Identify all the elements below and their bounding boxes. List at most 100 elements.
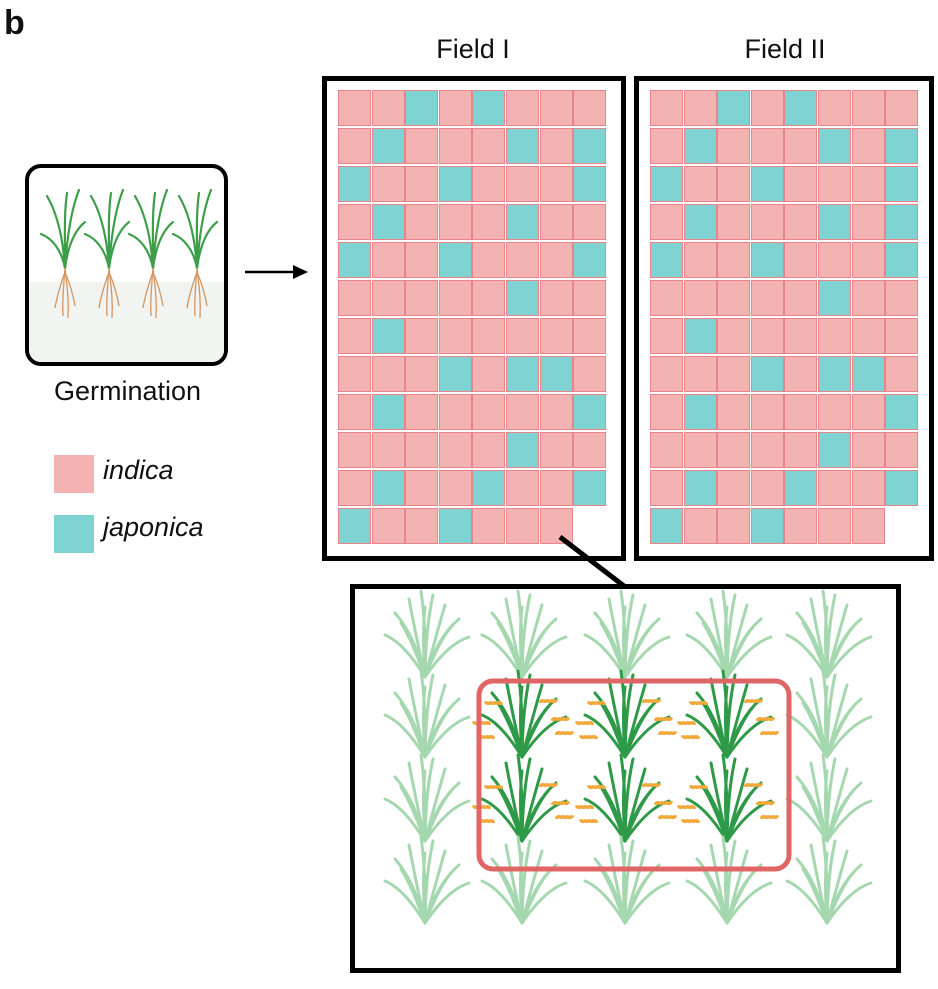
indica-plot-cell (683, 90, 717, 126)
indica-plot-cell (438, 204, 472, 240)
indica-plot-cell (371, 280, 405, 316)
indica-plot-cell (784, 128, 818, 164)
japonica-plot-cell (683, 128, 717, 164)
indica-plot-cell (650, 432, 683, 468)
seedling-icon (83, 188, 131, 319)
japonica-plot-cell (683, 470, 717, 506)
indica-plot-cell (472, 242, 506, 278)
indica-plot-cell (539, 470, 573, 506)
indica-plot-cell (539, 204, 573, 240)
legend-japonica-swatch (54, 515, 94, 553)
indica-plot-cell (338, 356, 371, 392)
japonica-plot-cell (338, 508, 371, 544)
indica-plot-cell (371, 242, 405, 278)
indica-plot-cell (539, 508, 573, 544)
indica-plot-cell (717, 204, 751, 240)
japonica-plot-cell (750, 356, 784, 392)
indica-plot-cell (405, 242, 439, 278)
indica-plot-cell (650, 280, 683, 316)
indica-plot-cell (717, 394, 751, 430)
zoom-connector-line (558, 535, 626, 588)
indica-plot-cell (750, 394, 784, 430)
indica-plot-cell (438, 90, 472, 126)
indica-plot-cell (650, 90, 683, 126)
indica-plot-cell (506, 394, 539, 430)
seedling-icon (171, 188, 219, 319)
indica-plot-cell (539, 394, 573, 430)
indica-plot-cell (717, 242, 751, 278)
japonica-plot-cell (717, 90, 751, 126)
indica-plot-cell (683, 356, 717, 392)
indica-plot-cell (885, 318, 919, 354)
indica-plot-cell (717, 318, 751, 354)
indica-plot-cell (506, 90, 539, 126)
focus-plant-icon (472, 669, 574, 759)
japonica-plot-cell (818, 204, 851, 240)
indica-plot-cell (851, 90, 885, 126)
focus-plant-icon (677, 753, 779, 843)
indica-plot-cell (371, 508, 405, 544)
indica-plot-cell (683, 280, 717, 316)
indica-plot-cell (650, 204, 683, 240)
field-2-plot (634, 76, 934, 561)
seedling-icon (39, 188, 87, 319)
indica-plot-cell (851, 242, 885, 278)
japonica-plot-cell (784, 470, 818, 506)
japonica-plot-cell (650, 166, 683, 202)
japonica-plot-cell (818, 280, 851, 316)
indica-plot-cell (573, 90, 607, 126)
japonica-plot-cell (784, 90, 818, 126)
indica-plot-cell (683, 432, 717, 468)
japonica-plot-cell (472, 470, 506, 506)
highlight-rectangle (476, 678, 792, 872)
japonica-plot-cell (506, 128, 539, 164)
indica-plot-cell (371, 90, 405, 126)
japonica-plot-cell (885, 204, 919, 240)
japonica-plot-cell (573, 242, 607, 278)
japonica-plot-cell (472, 90, 506, 126)
field-1-title: Field I (436, 34, 510, 64)
neighbor-plant-icon (685, 835, 773, 925)
indica-plot-cell (784, 356, 818, 392)
arrow-head-icon (293, 265, 308, 279)
indica-plot-cell (539, 280, 573, 316)
japonica-plot-cell (885, 128, 919, 164)
indica-plot-cell (717, 432, 751, 468)
indica-plot-cell (818, 242, 851, 278)
seedling-icon (127, 188, 175, 319)
indica-plot-cell (784, 508, 818, 544)
neighbor-plant-icon (785, 669, 873, 759)
neighbor-plant-icon (583, 835, 671, 925)
focus-plant-icon (575, 669, 677, 759)
japonica-plot-cell (683, 318, 717, 354)
indica-plot-cell (573, 280, 607, 316)
focus-plant-icon (575, 753, 677, 843)
indica-plot-cell (472, 318, 506, 354)
indica-plot-cell (784, 394, 818, 430)
japonica-plot-cell (506, 204, 539, 240)
indica-plot-cell (784, 432, 818, 468)
indica-plot-cell (683, 166, 717, 202)
indica-plot-cell (851, 508, 885, 544)
indica-plot-cell (650, 128, 683, 164)
indica-plot-cell (338, 318, 371, 354)
indica-plot-cell (784, 242, 818, 278)
japonica-plot-cell (573, 166, 607, 202)
japonica-plot-cell (371, 470, 405, 506)
japonica-plot-cell (438, 356, 472, 392)
japonica-plot-cell (438, 242, 472, 278)
neighbor-plant-icon (383, 669, 471, 759)
indica-plot-cell (405, 318, 439, 354)
indica-plot-cell (750, 470, 784, 506)
japonica-plot-cell (371, 204, 405, 240)
field-2-title: Field II (744, 34, 826, 64)
japonica-plot-cell (851, 356, 885, 392)
legend-japonica-label: japonica (103, 512, 204, 542)
indica-plot-cell (539, 242, 573, 278)
indica-plot-cell (851, 204, 885, 240)
indica-plot-cell (717, 166, 751, 202)
japonica-plot-cell (750, 166, 784, 202)
japonica-plot-cell (683, 204, 717, 240)
indica-plot-cell (818, 394, 851, 430)
indica-plot-cell (650, 470, 683, 506)
